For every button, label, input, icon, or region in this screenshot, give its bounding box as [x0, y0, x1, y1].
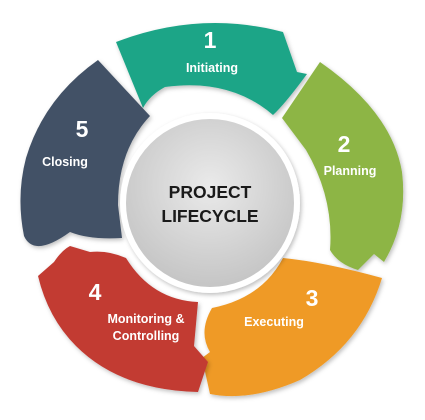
center-title-line1: PROJECT: [169, 182, 252, 202]
phase-2-number: 2: [338, 131, 351, 157]
phase-3-number: 3: [306, 285, 319, 311]
center-circle: [120, 113, 300, 293]
center-title-line2: LIFECYCLE: [161, 206, 258, 226]
segment-monitoring: [38, 246, 208, 392]
phase-4-label-line2: Controlling: [113, 329, 180, 343]
segment-planning: [282, 62, 404, 270]
segment-executing: [202, 258, 382, 397]
segment-closing: [20, 60, 151, 247]
phase-4-number: 4: [89, 279, 102, 305]
phase-4-label-line1: Monitoring &: [107, 312, 184, 326]
phase-1-number: 1: [204, 27, 217, 53]
segment-initiating: [116, 23, 307, 116]
phase-5-label: Closing: [42, 155, 88, 169]
phase-5-number: 5: [76, 116, 89, 142]
phase-1-label: Initiating: [186, 61, 238, 75]
phase-2-label: Planning: [324, 164, 377, 178]
phase-3-label: Executing: [244, 315, 304, 329]
